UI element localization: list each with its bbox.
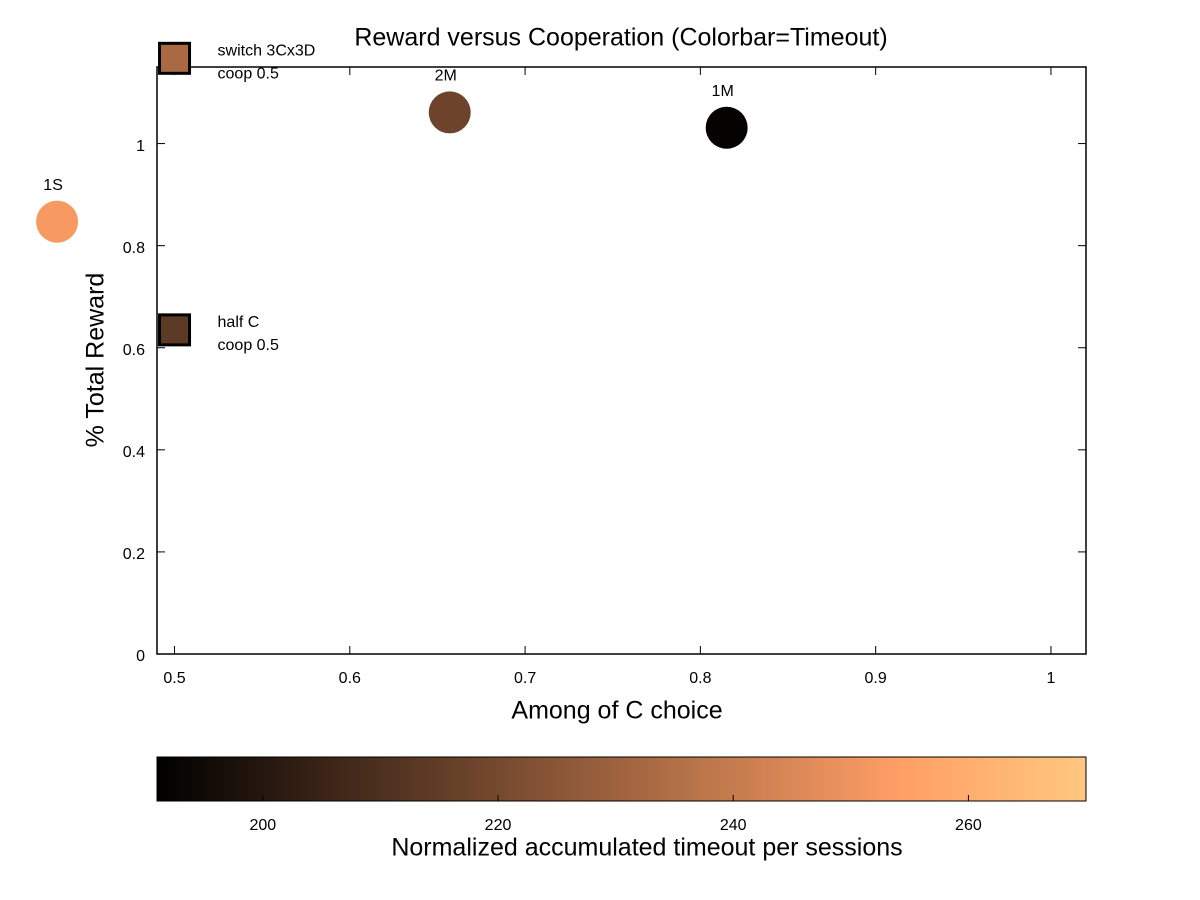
x-tick-label: 0.8 <box>689 670 711 687</box>
point <box>705 106 748 149</box>
point-label: coop 0.5 <box>218 66 279 83</box>
point-label: 1S <box>43 177 63 194</box>
x-tick-label: 0.5 <box>163 670 185 687</box>
point <box>428 91 471 134</box>
x-axis-label: Among of C choice <box>511 697 722 725</box>
point <box>158 313 192 347</box>
colorbar-label: Normalized accumulated timeout per sessi… <box>391 834 902 862</box>
colorbar-tick-label: 260 <box>955 817 982 834</box>
x-tick-label: 0.6 <box>339 670 361 687</box>
point-label: half C <box>218 314 260 331</box>
y-tick-label: 1 <box>136 138 145 155</box>
y-tick-label: 0.8 <box>123 240 145 257</box>
y-tick-label: 0 <box>136 648 145 665</box>
colorbar-tick-label: 240 <box>720 817 747 834</box>
point-label: switch 3Cx3D <box>218 43 316 60</box>
y-tick-label: 0.6 <box>123 342 145 359</box>
point-label: coop 0.5 <box>218 337 279 354</box>
x-tick-label: 0.9 <box>865 670 887 687</box>
point <box>158 41 192 75</box>
y-axis-label: % Total Reward <box>82 273 110 448</box>
plot-frame <box>156 66 1087 655</box>
colorbar-tick-label: 220 <box>485 817 512 834</box>
point-label: 1M <box>712 83 734 100</box>
point-label: 2M <box>435 68 457 85</box>
colorbar <box>156 756 1087 802</box>
chart-title: Reward versus Cooperation (Colorbar=Time… <box>354 24 887 52</box>
colorbar-tick-label: 200 <box>249 817 276 834</box>
x-tick-label: 0.7 <box>514 670 536 687</box>
point <box>36 200 79 243</box>
y-tick-label: 0.4 <box>123 444 145 461</box>
x-tick-label: 1 <box>1046 670 1055 687</box>
y-tick-label: 0.2 <box>123 546 145 563</box>
